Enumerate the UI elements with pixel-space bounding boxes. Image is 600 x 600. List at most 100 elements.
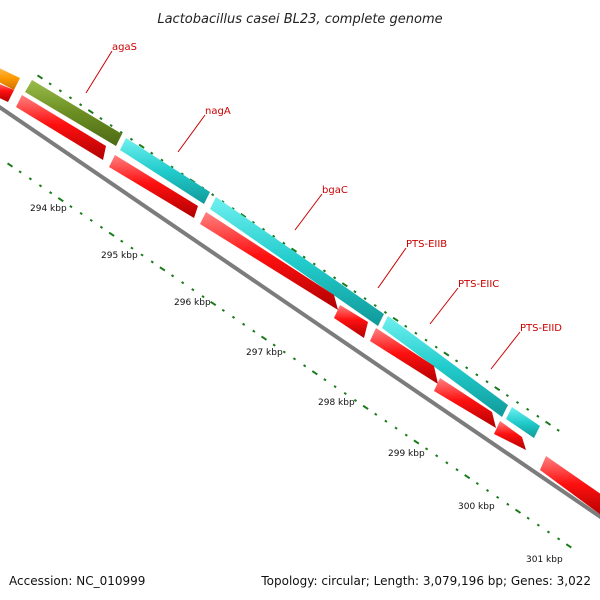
gene-label-PTS-EIIC: PTS-EIIC	[458, 279, 499, 290]
inner-minor-tick	[455, 468, 459, 472]
gene-red-8[interactable]	[494, 421, 526, 450]
outer-minor-tick	[119, 130, 123, 134]
outer-minor-tick	[353, 290, 357, 294]
gene-red-9[interactable]	[540, 456, 600, 518]
outer-major-tick	[138, 143, 145, 149]
outer-minor-tick	[373, 303, 377, 308]
outer-minor-tick	[48, 82, 52, 86]
accession-text: Accession: NC_010999	[9, 574, 145, 588]
gene-red-5[interactable]	[334, 305, 368, 338]
inner-minor-tick	[496, 495, 500, 499]
inner-minor-tick	[303, 364, 307, 368]
inner-major-tick	[108, 231, 115, 237]
outer-minor-tick	[363, 297, 367, 301]
outer-minor-tick	[556, 428, 560, 432]
outer-major-tick	[443, 351, 450, 357]
outer-minor-tick	[465, 366, 469, 370]
outer-minor-tick	[251, 220, 255, 224]
outer-minor-tick	[150, 151, 154, 155]
outer-minor-tick	[109, 123, 113, 128]
gene-red-4[interactable]	[200, 212, 338, 310]
inner-minor-tick	[353, 398, 358, 403]
inner-minor-tick	[384, 419, 388, 423]
inner-minor-tick	[150, 260, 154, 264]
inner-minor-tick	[394, 426, 398, 430]
gene-label-agaS: agaS	[112, 42, 137, 53]
outer-minor-tick	[129, 137, 134, 141]
gene-red-2[interactable]	[16, 95, 106, 160]
inner-minor-tick	[49, 191, 53, 195]
outer-major-tick	[240, 212, 247, 219]
gene-label-PTS-EIID: PTS-EIID	[520, 323, 562, 334]
outer-major-tick	[544, 420, 552, 426]
kbp-label-299: 299 kbp	[388, 449, 425, 459]
gene-features	[0, 66, 600, 518]
outer-minor-tick	[322, 269, 327, 273]
inner-minor-tick	[191, 288, 195, 292]
backbone-line	[0, 104, 600, 520]
inner-minor-tick	[374, 412, 378, 416]
kbp-label-297: 297 kbp	[246, 348, 283, 358]
inner-major-tick	[311, 370, 318, 376]
outer-minor-tick	[312, 262, 316, 266]
gene-labels: agaS nagA bgaC PTS-EIIB PTS-EIIC PTS-EII…	[112, 42, 562, 334]
outer-major-tick	[290, 247, 298, 253]
inner-minor-tick	[252, 329, 256, 333]
outer-minor-tick	[333, 276, 337, 280]
inner-minor-tick	[130, 246, 134, 250]
gene-red-7[interactable]	[434, 378, 496, 428]
gene-label-lines	[85, 50, 521, 370]
outer-minor-tick	[272, 234, 276, 238]
outer-minor-tick	[485, 380, 489, 384]
outer-minor-tick	[231, 207, 235, 211]
gene-red-6[interactable]	[370, 328, 438, 384]
inner-minor-tick	[120, 239, 124, 243]
inner-minor-tick	[557, 537, 561, 541]
outer-major-tick	[87, 109, 94, 115]
gene-olive[interactable]	[25, 80, 122, 146]
inner-minor-tick	[445, 461, 449, 465]
outer-minor-tick	[282, 241, 286, 245]
map-title: Lactobacillus casei BL23, complete genom…	[157, 12, 442, 27]
gene-PTS-EIIC[interactable]	[382, 316, 508, 417]
inner-minor-tick	[404, 433, 408, 437]
inner-minor-tick	[475, 481, 479, 486]
outer-minor-tick	[261, 227, 266, 231]
outer-minor-tick	[526, 407, 530, 411]
inner-major-tick	[464, 474, 471, 480]
genome-summary-text: Topology: circular; Length: 3,079,196 bp…	[260, 574, 591, 588]
gene-red-3[interactable]	[109, 155, 198, 218]
outer-minor-tick	[505, 393, 509, 398]
inner-minor-tick	[272, 343, 276, 347]
inner-minor-tick	[201, 295, 205, 299]
inner-minor-tick	[89, 218, 93, 222]
outer-major-tick	[341, 282, 348, 288]
outer-minor-tick	[221, 200, 225, 204]
inner-minor-tick	[69, 204, 73, 209]
outer-minor-tick	[404, 324, 408, 328]
outer-minor-tick	[58, 89, 62, 93]
inner-minor-tick	[79, 211, 83, 216]
gene-PTS-EIID[interactable]	[506, 407, 540, 438]
outer-minor-tick	[211, 193, 215, 197]
inner-major-tick	[514, 508, 522, 514]
inner-minor-tick	[506, 502, 510, 506]
gene-red-1[interactable]	[0, 82, 14, 102]
outer-minor-tick	[434, 345, 438, 349]
outer-minor-tick	[454, 359, 459, 363]
gene-bgaC[interactable]	[210, 197, 384, 326]
outer-minor-tick	[302, 255, 306, 259]
gene-orange[interactable]	[0, 66, 20, 90]
outer-minor-tick	[170, 165, 174, 169]
gene-nagA[interactable]	[120, 138, 210, 204]
inner-minor-tick	[526, 516, 530, 520]
outer-major-tick	[392, 316, 399, 322]
outer-major-tick	[36, 74, 44, 80]
kbp-label-295: 295 kbp	[101, 251, 138, 261]
outer-minor-tick	[383, 310, 388, 315]
inner-minor-tick	[282, 350, 286, 354]
outer-minor-tick	[68, 96, 73, 100]
inner-major-tick	[210, 300, 217, 307]
